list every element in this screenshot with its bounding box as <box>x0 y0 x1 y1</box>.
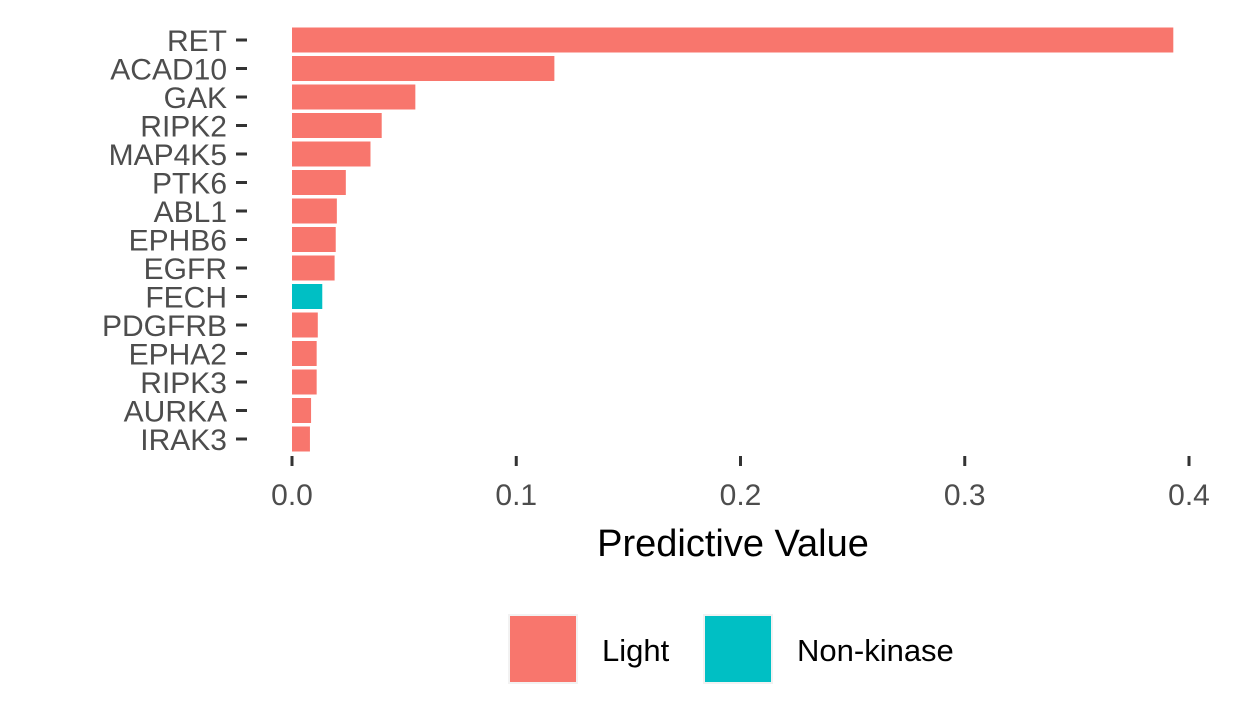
x-axis-ticks: 0.0 0.1 0.2 0.3 0.4 <box>271 456 1210 512</box>
bar-ripk3 <box>292 369 317 395</box>
bar-fech <box>292 284 323 309</box>
bar-epha2 <box>292 341 317 366</box>
category-label: FECH <box>145 282 227 315</box>
legend-key-light <box>508 614 578 684</box>
category-label: RIPK2 <box>140 111 227 144</box>
x-axis-title: Predictive Value <box>597 523 869 565</box>
y-axis-ticks <box>236 38 247 441</box>
bar-pdgfrb <box>292 312 318 338</box>
bar-aurka <box>292 398 312 423</box>
category-label: RIPK3 <box>140 367 227 400</box>
category-label: EGFR <box>144 253 227 286</box>
bar-abl1 <box>292 198 337 224</box>
x-tick-label: 0.2 <box>720 479 762 512</box>
x-tick-label: 0.4 <box>1168 479 1210 512</box>
category-label: EPHB6 <box>129 225 227 258</box>
bar-acad10 <box>292 56 555 81</box>
category-label: EPHA2 <box>129 339 227 372</box>
category-label: ABL1 <box>154 196 227 229</box>
category-labels: RETACAD10GAKRIPK2MAP4K5PTK6ABL1EPHB6EGFR… <box>102 25 227 457</box>
bar-ephb6 <box>292 227 336 252</box>
category-label: RET <box>167 25 227 58</box>
legend-label: Non-kinase <box>797 633 954 668</box>
bar-egfr <box>292 255 335 281</box>
bar-ripk2 <box>292 113 382 138</box>
bar-irak3 <box>292 426 310 452</box>
category-label: ACAD10 <box>110 54 227 87</box>
x-tick-label: 0.1 <box>495 479 537 512</box>
category-label: IRAK3 <box>140 424 227 457</box>
legend: Light Non-kinase <box>508 614 954 684</box>
legend-label: Light <box>602 633 670 668</box>
bar-gak <box>292 84 416 110</box>
x-tick-label: 0.3 <box>944 479 986 512</box>
x-tick-label: 0.0 <box>271 479 313 512</box>
category-label: GAK <box>164 82 227 115</box>
category-label: MAP4K5 <box>109 139 227 172</box>
bar-map4k5 <box>292 141 371 167</box>
bar-ptk6 <box>292 170 346 195</box>
category-label: PDGFRB <box>102 310 227 343</box>
bars-layer <box>292 27 1174 452</box>
bar-ret <box>292 27 1174 53</box>
category-label: PTK6 <box>152 168 227 201</box>
legend-key-non-kinase <box>703 614 773 684</box>
category-label: AURKA <box>124 396 227 429</box>
